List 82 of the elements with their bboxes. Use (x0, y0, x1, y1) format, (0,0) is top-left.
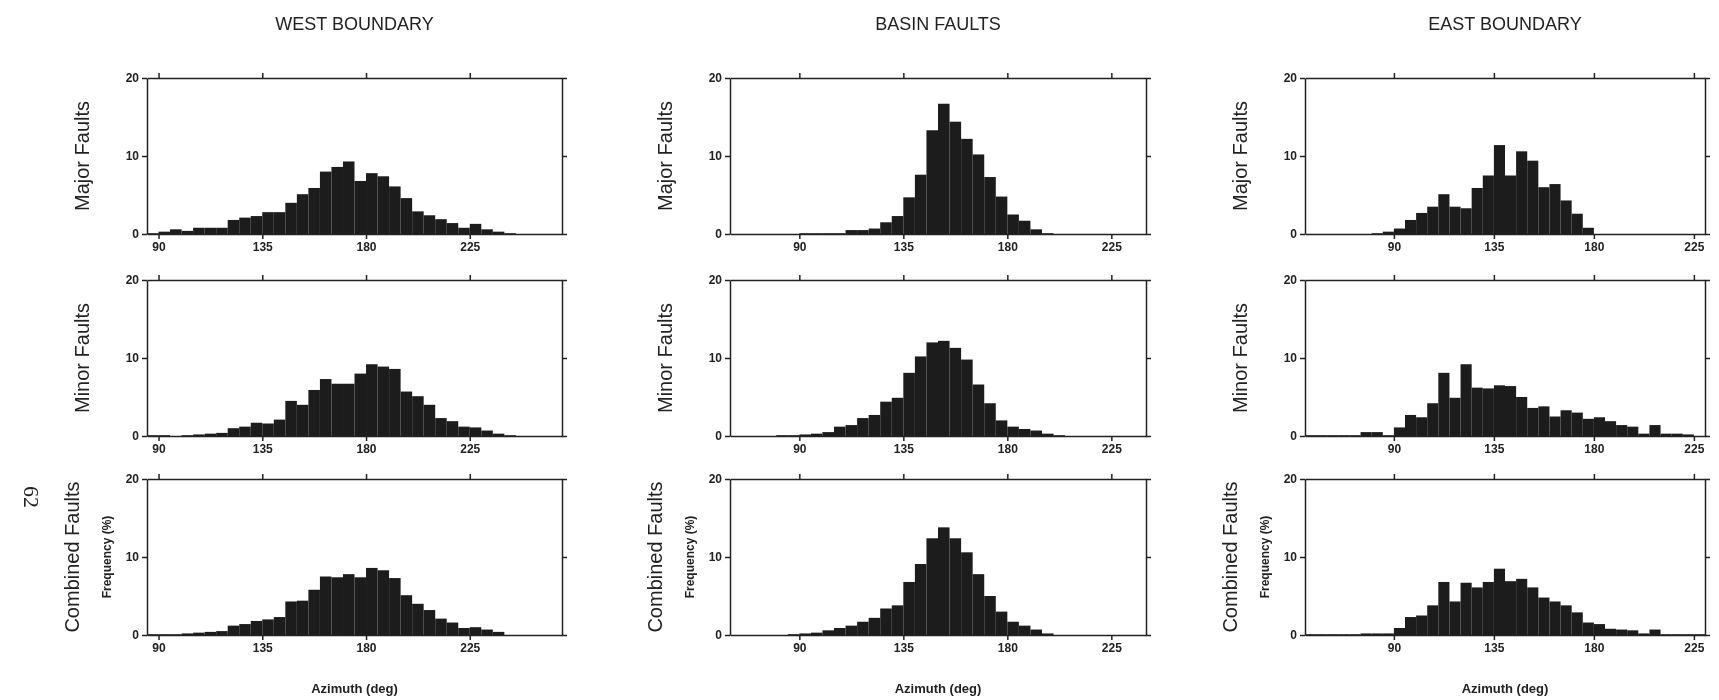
x-tick-label: 180 (356, 640, 377, 655)
x-tick-label: 180 (356, 239, 377, 254)
x-tick-label: 90 (152, 239, 167, 254)
x-tick-label: 180 (356, 441, 377, 456)
y-tick-label: 20 (708, 71, 723, 86)
text: 62 (19, 486, 44, 508)
x-tick-label: 225 (1101, 640, 1123, 655)
text: Combined Faults (61, 481, 83, 633)
y-tick-label: 10 (1283, 351, 1298, 366)
y-tick-label: 0 (715, 227, 723, 242)
x-tick-label: 135 (893, 441, 915, 456)
y-tick-label: 10 (125, 550, 140, 565)
x-tick-label: 225 (460, 239, 481, 254)
x-tick-label: 180 (997, 239, 1019, 254)
x-tick-label: 180 (997, 441, 1019, 456)
x-tick-label: 180 (1584, 239, 1605, 254)
chart-title: WEST BOUNDARY (275, 14, 434, 34)
x-tick-label: 225 (1101, 441, 1123, 456)
x-tick-label: 90 (1387, 640, 1402, 655)
y-axis-title: Frequency (%) (683, 515, 697, 599)
x-axis-title: Azimuth (deg) (311, 681, 398, 696)
x-tick-label: 225 (1684, 640, 1705, 655)
x-tick-label: 135 (252, 239, 274, 254)
y-tick-label: 20 (1283, 71, 1298, 86)
x-tick-label: 90 (1387, 441, 1402, 456)
y-tick-label: 0 (1290, 227, 1298, 242)
x-tick-label: 225 (460, 441, 481, 456)
y-tick-label: 10 (708, 351, 723, 366)
y-axis-title: Frequency (%) (100, 515, 114, 599)
chart-title: EAST BOUNDARY (1428, 14, 1582, 34)
y-tick-label: 10 (1283, 149, 1298, 164)
text: Combined Faults (644, 481, 666, 633)
y-tick-label: 0 (132, 227, 140, 242)
y-tick-label: 0 (132, 429, 140, 444)
y-tick-label: 0 (715, 628, 723, 643)
x-tick-label: 135 (1484, 441, 1505, 456)
x-axis-title: Azimuth (deg) (894, 681, 982, 696)
text: Major Faults (1229, 100, 1251, 212)
x-tick-label: 225 (1684, 441, 1705, 456)
x-tick-label: 90 (152, 640, 167, 655)
y-tick-label: 0 (1290, 429, 1298, 444)
y-tick-label: 0 (132, 628, 140, 643)
y-tick-label: 20 (708, 273, 723, 288)
chart-title: BASIN FAULTS (875, 14, 1001, 34)
y-tick-label: 0 (1290, 628, 1298, 643)
x-tick-label: 135 (1484, 640, 1505, 655)
x-axis-title: Azimuth (deg) (1461, 681, 1549, 696)
x-tick-label: 90 (793, 441, 807, 456)
y-tick-label: 20 (125, 472, 140, 487)
text: Minor Faults (1229, 302, 1251, 414)
x-tick-label: 90 (793, 239, 807, 254)
y-tick-label: 10 (708, 149, 723, 164)
x-tick-label: 180 (1584, 441, 1605, 456)
y-tick-label: 10 (708, 550, 723, 565)
text: Minor Faults (71, 302, 93, 414)
y-tick-label: 20 (125, 273, 140, 288)
text: Major Faults (654, 100, 676, 212)
x-tick-label: 90 (152, 441, 167, 456)
y-tick-label: 20 (1283, 472, 1298, 487)
text: Minor Faults (654, 302, 676, 414)
x-tick-label: 180 (1584, 640, 1605, 655)
y-tick-label: 10 (1283, 550, 1298, 565)
x-tick-label: 135 (893, 640, 915, 655)
x-tick-label: 90 (793, 640, 807, 655)
x-tick-label: 90 (1387, 239, 1402, 254)
x-tick-label: 135 (893, 239, 915, 254)
x-tick-label: 225 (1684, 239, 1705, 254)
y-axis-title: Frequency (%) (1258, 515, 1272, 599)
y-tick-label: 20 (1283, 273, 1298, 288)
x-tick-label: 135 (252, 640, 274, 655)
x-tick-label: 180 (997, 640, 1019, 655)
y-tick-label: 20 (708, 472, 723, 487)
x-tick-label: 225 (1101, 239, 1123, 254)
y-tick-label: 20 (125, 71, 140, 86)
x-tick-label: 225 (460, 640, 481, 655)
x-tick-label: 135 (252, 441, 274, 456)
x-tick-label: 135 (1484, 239, 1505, 254)
y-tick-label: 10 (125, 351, 140, 366)
y-tick-label: 0 (715, 429, 723, 444)
text: Major Faults (71, 100, 93, 212)
y-tick-label: 10 (125, 149, 140, 164)
text: Combined Faults (1219, 481, 1241, 633)
